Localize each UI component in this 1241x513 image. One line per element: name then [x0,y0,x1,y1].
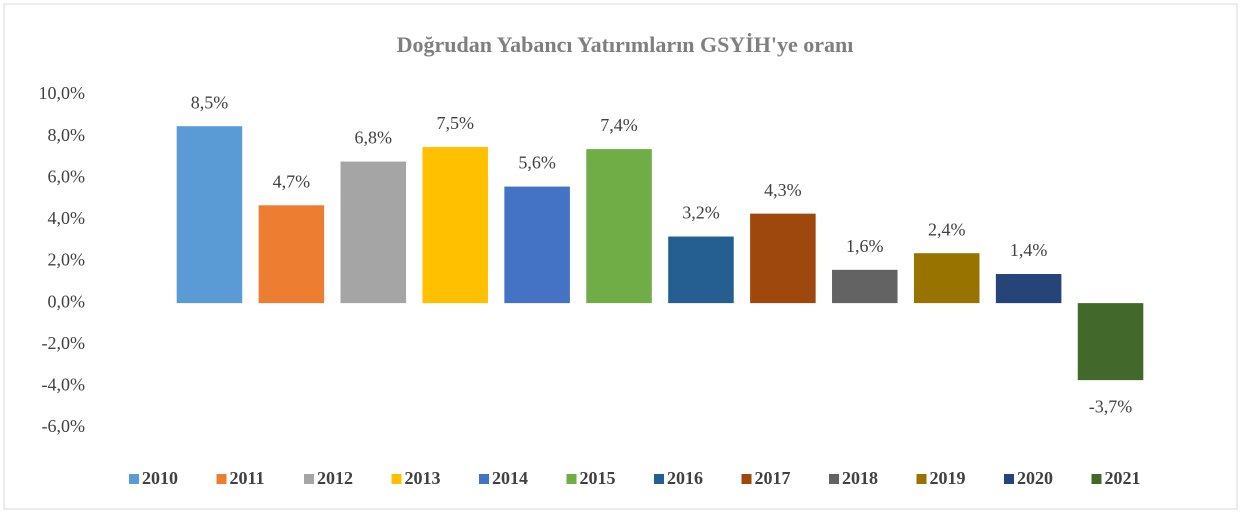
data-label: 1,6% [846,236,884,256]
y-tick-label: 8,0% [48,125,86,145]
bar [832,269,898,304]
data-label: 7,4% [600,115,638,135]
legend-swatch [1004,474,1014,484]
legend-swatch [916,474,927,484]
bar [258,205,325,304]
bar [586,149,652,304]
data-label: 3,2% [682,203,720,223]
bar [422,147,488,304]
legend-label: 2010 [142,468,178,488]
legend-label: 2014 [492,468,528,488]
data-label: 2,4% [928,219,966,239]
legend-swatch [654,474,664,484]
legend-label: 2015 [580,468,616,488]
legend-swatch [479,474,489,484]
data-label: 8,5% [191,92,229,112]
y-tick-label: 4,0% [48,208,86,228]
data-label: 4,3% [764,180,802,200]
legend-swatch [829,474,839,484]
legend-label: 2020 [1017,468,1053,488]
y-tick-label: 0,0% [48,291,86,311]
bar [750,213,816,304]
bar [1077,303,1144,381]
legend-swatch [741,474,752,484]
legend-label: 2011 [230,468,265,488]
legend-label: 2016 [667,468,703,488]
y-tick-label: 6,0% [48,166,86,186]
y-tick-label: 2,0% [48,250,86,270]
legend-label: 2017 [755,468,791,488]
y-tick-label: 10,0% [39,83,86,103]
legend-label: 2012 [317,468,353,488]
y-tick-label: -2,0% [42,333,86,353]
data-label: -3,7% [1089,396,1133,416]
bar [176,126,243,304]
legend-label: 2019 [930,468,966,488]
bar [340,161,407,304]
legend-label: 2018 [842,468,878,488]
legend-swatch [566,474,577,484]
bar [668,236,734,304]
bar [995,273,1062,304]
legend-swatch [304,474,314,484]
legend-swatch [1091,474,1102,484]
legend-label: 2013 [405,468,441,488]
data-label: 4,7% [273,171,311,191]
y-tick-label: -4,0% [42,375,86,395]
data-label: 1,4% [1010,240,1048,260]
legend-swatch [391,474,402,484]
data-label: 6,8% [355,128,393,148]
legend-swatch [129,474,139,484]
data-label: 5,6% [518,153,556,173]
chart-title: Doğrudan Yabancı Yatırımların GSYİH'ye o… [397,32,854,57]
bar [504,186,570,304]
y-tick-label: -6,0% [42,416,86,436]
legend-swatch [216,474,227,484]
bar [913,253,980,304]
legend-label: 2021 [1105,468,1141,488]
data-label: 7,5% [436,113,474,133]
